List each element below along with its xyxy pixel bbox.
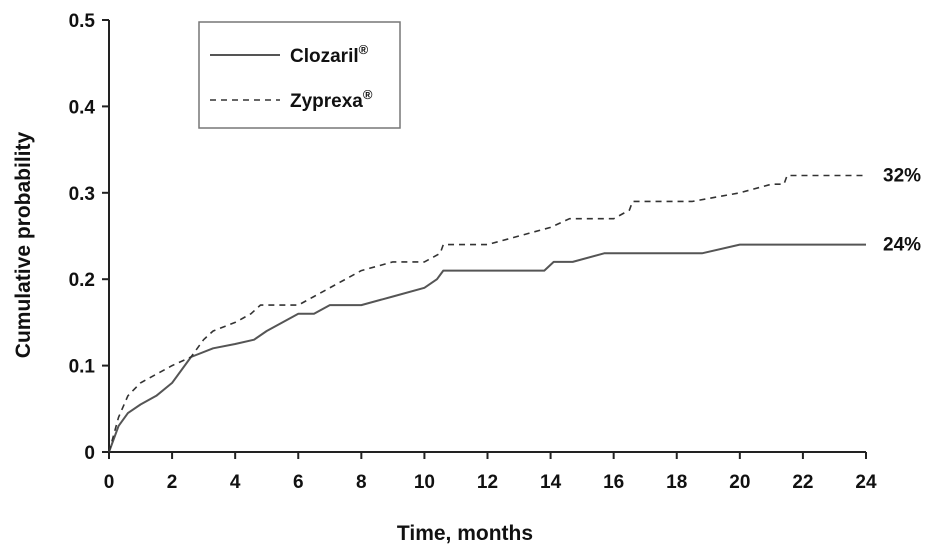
series-line-zyprexa (108, 174, 866, 453)
x-tick-label: 18 (666, 472, 687, 493)
x-tick-label: 20 (729, 472, 750, 493)
end-label-clozaril: 24% (883, 235, 921, 256)
legend-sup-clozaril: ® (359, 42, 369, 57)
x-tick-label: 16 (603, 472, 624, 493)
x-tick-label: 14 (540, 472, 562, 493)
x-tick-label: 4 (230, 472, 241, 493)
x-tick-label: 2 (167, 472, 178, 493)
x-tick-label: 10 (414, 472, 435, 493)
end-label-zyprexa: 32% (883, 166, 921, 187)
x-tick-label: 6 (293, 472, 304, 493)
y-tick-label: 0.4 (69, 97, 96, 118)
legend-sup-zyprexa: ® (363, 87, 373, 102)
y-tick-label: 0.5 (69, 11, 96, 32)
series-line-clozaril (108, 243, 866, 453)
x-tick-label: 12 (477, 472, 498, 493)
series-layer (108, 174, 866, 453)
labels-layer: 24% 32% (883, 166, 921, 256)
legend-box (198, 21, 401, 129)
legend-label-clozaril: Clozaril® (290, 42, 369, 67)
x-axis-title: Time, months (397, 522, 533, 545)
y-tick-label: 0.1 (69, 357, 96, 378)
x-tick-label: 8 (356, 472, 367, 493)
y-axis-title: Cumulative probability (12, 132, 35, 359)
x-tick-label: 0 (104, 472, 115, 493)
legend: Clozaril® Zyprexa® (198, 21, 401, 129)
y-tick-label: 0.2 (69, 270, 95, 291)
x-tick-label: 24 (855, 472, 877, 493)
y-tick-label: 0.3 (69, 184, 95, 205)
legend-label-zyprexa: Zyprexa® (290, 87, 373, 112)
y-tick-label: 0 (84, 443, 95, 464)
x-tick-label: 22 (792, 472, 813, 493)
